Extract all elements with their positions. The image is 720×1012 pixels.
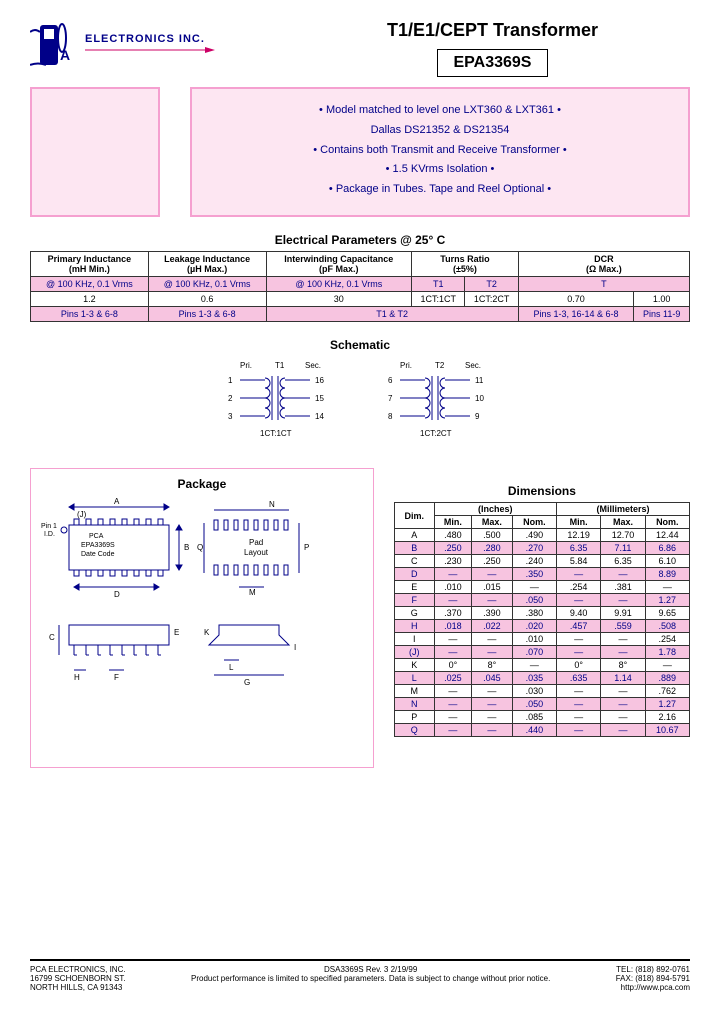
feature-line: • Contains both Transmit and Receive Tra… <box>212 141 668 161</box>
header: A ELECTRONICS INC. T1/E1/CEPT Transforme… <box>30 20 690 77</box>
svg-text:Sec.: Sec. <box>305 361 321 370</box>
package-title: Package <box>39 477 365 491</box>
svg-text:EPA3369S: EPA3369S <box>81 542 115 549</box>
svg-text:7: 7 <box>388 394 393 403</box>
svg-text:E: E <box>174 628 179 637</box>
schematic: Pri. Sec. T1 1 2 3 16 15 14 1CT:1CT Pri. Sec. T2 6 7 8… <box>30 358 690 448</box>
svg-text:9: 9 <box>475 412 480 421</box>
electrical-parameters-table: Primary Inductance(mH Min.)Leakage Induc… <box>30 251 690 322</box>
svg-text:T2: T2 <box>435 361 445 370</box>
svg-text:Layout: Layout <box>244 548 269 557</box>
svg-text:G: G <box>244 678 250 687</box>
svg-text:Sec.: Sec. <box>465 361 481 370</box>
svg-text:Q: Q <box>197 543 203 552</box>
feature-line: • Model matched to level one LXT360 & LX… <box>212 101 668 121</box>
svg-text:C: C <box>49 633 55 642</box>
package-diagram: Package PCA EPA3369S Date Code Pin 1I.D. A (J… <box>30 468 374 768</box>
svg-text:N: N <box>269 500 275 509</box>
svg-text:A: A <box>60 47 70 63</box>
product-image-placeholder <box>30 87 160 217</box>
svg-text:Date Code: Date Code <box>81 551 115 558</box>
svg-text:L: L <box>229 663 234 672</box>
dimensions-title: Dimensions <box>394 484 690 498</box>
features-box: • Model matched to level one LXT360 & LX… <box>190 87 690 217</box>
feature-line: Dallas DS21352 & DS21354 <box>212 121 668 141</box>
logo-text: ELECTRONICS INC. <box>85 33 235 45</box>
svg-text:14: 14 <box>315 412 324 421</box>
page-title: T1/E1/CEPT Transformer <box>295 20 690 41</box>
svg-text:P: P <box>304 543 309 552</box>
part-number: EPA3369S <box>437 49 549 77</box>
svg-text:Pri.: Pri. <box>240 361 252 370</box>
logo: A ELECTRONICS INC. <box>30 20 235 70</box>
svg-text:A: A <box>114 497 120 506</box>
svg-text:Pri.: Pri. <box>400 361 412 370</box>
svg-text:6: 6 <box>388 376 393 385</box>
svg-text:F: F <box>114 673 119 682</box>
svg-text:D: D <box>114 590 120 599</box>
svg-text:Pad: Pad <box>249 538 263 547</box>
svg-text:(J): (J) <box>77 510 87 519</box>
svg-text:11: 11 <box>475 376 484 385</box>
feature-line: • 1.5 KVrms Isolation • <box>212 160 668 180</box>
svg-text:PCA: PCA <box>89 533 104 540</box>
svg-text:H: H <box>74 673 80 682</box>
svg-text:2: 2 <box>228 394 233 403</box>
svg-text:K: K <box>204 628 210 637</box>
svg-text:8: 8 <box>388 412 393 421</box>
dimensions-section: Dimensions Dim.(Inches)(Millimeters)Min.… <box>394 468 690 768</box>
svg-text:3: 3 <box>228 412 233 421</box>
svg-text:15: 15 <box>315 394 324 403</box>
svg-text:Pin 1: Pin 1 <box>41 523 57 530</box>
feature-line: • Package in Tubes. Tape and Reel Option… <box>212 180 668 200</box>
svg-text:10: 10 <box>475 394 484 403</box>
svg-text:B: B <box>184 543 189 552</box>
svg-text:M: M <box>249 588 256 597</box>
footer: PCA ELECTRONICS, INC.16799 SCHOENBORN ST… <box>30 959 690 992</box>
svg-text:16: 16 <box>315 376 324 385</box>
schematic-title: Schematic <box>30 338 690 352</box>
dimensions-table: Dim.(Inches)(Millimeters)Min.Max.Nom.Min… <box>394 502 690 737</box>
svg-text:1CT:2CT: 1CT:2CT <box>420 429 452 438</box>
elec-title: Electrical Parameters @ 25° C <box>30 233 690 247</box>
svg-text:1CT:1CT: 1CT:1CT <box>260 429 292 438</box>
svg-text:T1: T1 <box>275 361 285 370</box>
svg-text:I: I <box>294 643 296 652</box>
svg-text:1: 1 <box>228 376 233 385</box>
svg-text:I.D.: I.D. <box>44 531 55 538</box>
